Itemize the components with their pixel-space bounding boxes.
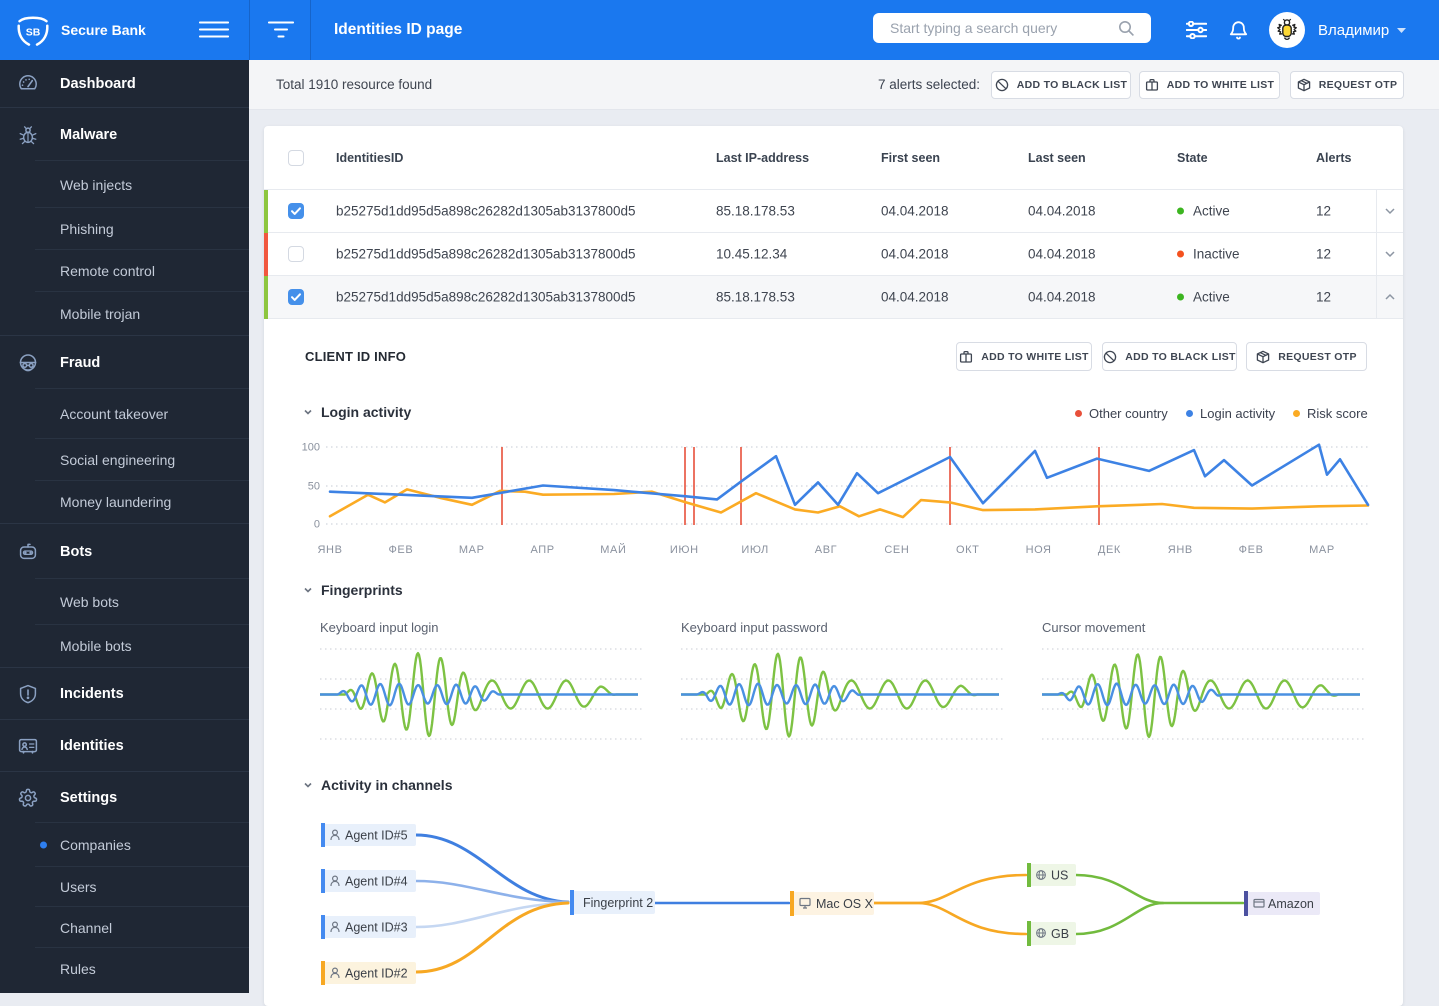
svg-text:Mac OS X: Mac OS X — [816, 897, 874, 911]
svg-text:GB: GB — [1051, 927, 1069, 941]
svg-text:МАР: МАР — [459, 544, 485, 556]
svg-text:ЯНВ: ЯНВ — [317, 544, 342, 556]
svg-text:Amazon: Amazon — [1268, 897, 1314, 911]
svg-text:СЕН: СЕН — [884, 544, 909, 556]
svg-text:АВГ: АВГ — [815, 544, 837, 556]
svg-text:Agent ID#5: Agent ID#5 — [345, 829, 408, 843]
svg-text:МАЙ: МАЙ — [600, 543, 626, 556]
svg-text:SB: SB — [26, 27, 41, 39]
svg-text:Fingerprint 2: Fingerprint 2 — [583, 896, 653, 910]
svg-text:0: 0 — [314, 519, 320, 531]
svg-text:Agent ID#4: Agent ID#4 — [345, 875, 408, 889]
svg-text:Agent ID#2: Agent ID#2 — [345, 967, 408, 981]
svg-text:АПР: АПР — [530, 544, 554, 556]
svg-text:ИЮЛ: ИЮЛ — [741, 544, 769, 556]
svg-text:ФЕВ: ФЕВ — [388, 544, 413, 556]
svg-text:100: 100 — [302, 442, 320, 454]
svg-text:ФЕВ: ФЕВ — [1239, 544, 1264, 556]
svg-text:ДЕК: ДЕК — [1098, 544, 1121, 556]
svg-text:US: US — [1051, 869, 1068, 883]
svg-text:50: 50 — [308, 481, 320, 493]
svg-text:НОЯ: НОЯ — [1026, 544, 1052, 556]
svg-text:ИЮН: ИЮН — [670, 544, 699, 556]
svg-text:Agent ID#3: Agent ID#3 — [345, 921, 408, 935]
svg-text:ОКТ: ОКТ — [956, 544, 979, 556]
svg-text:ЯНВ: ЯНВ — [1168, 544, 1193, 556]
svg-text:МАР: МАР — [1309, 544, 1335, 556]
